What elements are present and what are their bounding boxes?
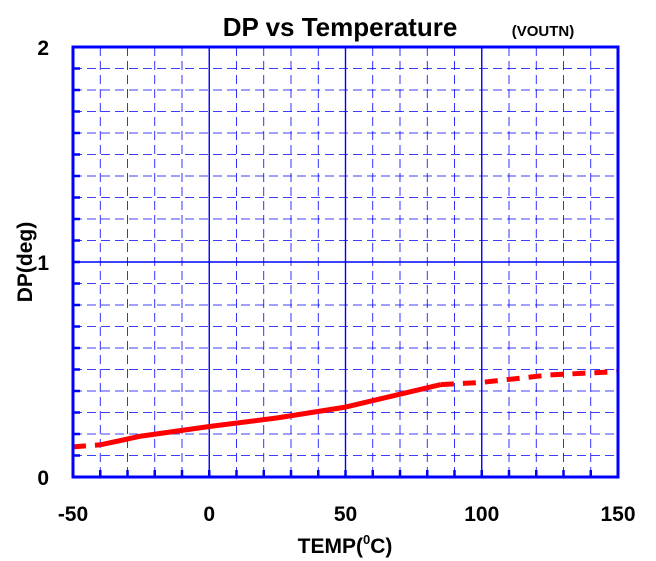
series-line-solid-0 (99, 382, 442, 448)
x-tick-label: -50 (58, 503, 88, 526)
x-axis-label-suffix: C) (370, 535, 392, 558)
y-tick-label: 0 (37, 467, 49, 490)
x-tick-label: 100 (464, 503, 499, 526)
y-axis-label: DP(deg) (14, 222, 37, 303)
x-axis-label: TEMP(0C) (298, 532, 393, 558)
axis-ticks (73, 67, 592, 477)
y-tick-label: 2 (37, 37, 49, 60)
x-axis-label-superscript: 0 (363, 532, 370, 547)
series-line-dashed-1 (72, 442, 101, 450)
grid-layer (73, 47, 618, 477)
series-line-dashed-2 (440, 369, 619, 388)
tick-labels: -50 0 50 100 150 0 1 2 (37, 37, 635, 526)
plot-frame (71, 45, 620, 479)
x-tick-label: 0 (203, 503, 215, 526)
x-tick-label: 50 (334, 503, 357, 526)
x-tick-label: 150 (600, 503, 635, 526)
chart-subtitle: (VOUTN) (512, 23, 575, 40)
y-tick-label: 1 (37, 252, 49, 275)
series-layer (72, 369, 619, 450)
x-axis-label-prefix: TEMP( (298, 535, 363, 558)
chart-title: DP vs Temperature (223, 12, 458, 42)
